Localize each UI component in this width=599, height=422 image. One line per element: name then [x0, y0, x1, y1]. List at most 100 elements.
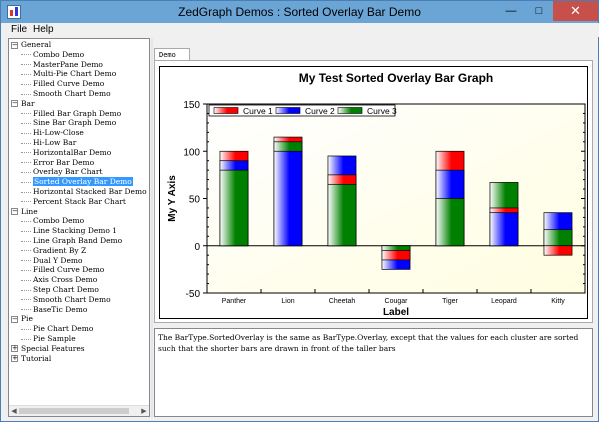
tree-label: Bar — [21, 98, 35, 108]
tree-label: Percent Stack Bar Chart — [33, 196, 126, 206]
tree-group[interactable]: − Pie — [11, 314, 33, 324]
bar — [543, 245, 573, 256]
tree-label: Error Bar Demo — [33, 157, 95, 167]
description-box[interactable]: The BarType.SortedOverlay is the same as… — [154, 328, 593, 417]
legend-swatch — [337, 107, 363, 114]
tree-label: Sorted Overlay Bar Demo — [33, 177, 133, 187]
tree-item[interactable]: Filled Bar Graph Demo — [21, 109, 121, 119]
tree-label: Filled Bar Graph Demo — [33, 108, 122, 118]
tree-connector — [21, 162, 31, 164]
collapse-icon[interactable]: − — [11, 207, 18, 216]
tree-label: Horizontal Stacked Bar Demo — [33, 187, 147, 196]
tree-item[interactable]: Overlay Bar Chart — [21, 167, 103, 177]
y-tick-label: -50 — [186, 289, 201, 300]
collapse-icon[interactable]: − — [11, 40, 18, 49]
tree-connector — [21, 171, 31, 173]
tree-connector — [21, 122, 31, 124]
tree-item[interactable]: Smooth Chart Demo — [21, 295, 111, 305]
tree-connector — [21, 260, 31, 262]
maximize-button[interactable]: □ — [535, 5, 543, 17]
tree-label: Sine Bar Graph Demo — [33, 118, 117, 128]
tree-label: Step Chart Demo — [33, 285, 99, 294]
legend-swatch — [275, 107, 301, 114]
tree-item[interactable]: Hi-Low Bar — [21, 138, 76, 148]
menu-help[interactable]: Help — [33, 24, 54, 35]
tree-item[interactable]: BaseTic Demo — [21, 305, 87, 315]
x-tick-label: Cheetah — [329, 298, 356, 305]
legend-swatch — [213, 107, 239, 114]
tree-group[interactable]: − General — [11, 40, 51, 50]
tree-item[interactable]: HorizontalBar Demo — [21, 148, 111, 158]
tree-connector — [21, 132, 31, 134]
y-axis-label: My Y Axis — [167, 175, 178, 222]
tree-item[interactable]: Sorted Overlay Bar Demo — [21, 177, 133, 187]
tree-item[interactable]: Axis Cross Demo — [21, 275, 97, 285]
tab-demo[interactable]: Demo — [154, 48, 190, 61]
tree-label: Gradient By Z — [33, 245, 87, 255]
demo-tree[interactable]: ◀ ▶ − General Combo Demo MasterPane Demo Mul… — [8, 38, 150, 417]
bar — [543, 229, 573, 247]
bar — [327, 183, 357, 247]
tree-connector — [21, 250, 31, 252]
tree-item[interactable]: Line Graph Band Demo — [21, 236, 122, 246]
minimize-button[interactable]: — — [505, 5, 517, 17]
tree-item[interactable]: Percent Stack Bar Chart — [21, 197, 126, 207]
tree-connector — [21, 142, 31, 144]
tree-group[interactable]: + Special Features — [11, 344, 85, 354]
y-tick-label: 0 — [194, 242, 200, 253]
tree-group[interactable]: − Bar — [11, 99, 35, 109]
tree-item[interactable]: Line Stacking Demo 1 — [21, 226, 117, 236]
collapse-icon[interactable]: − — [11, 99, 18, 108]
app-icon — [7, 5, 21, 19]
splitter[interactable] — [151, 38, 153, 417]
tree-item[interactable]: Pie Chart Demo — [21, 324, 93, 334]
tree-item[interactable]: Filled Curve Demo — [21, 79, 104, 89]
close-button[interactable]: ✕ — [553, 1, 598, 21]
tree-label: Multi-Pie Chart Demo — [33, 69, 117, 79]
tree-group[interactable]: − Line — [11, 207, 38, 217]
x-axis-label: Label — [383, 307, 409, 318]
bar — [219, 169, 249, 247]
tree-item[interactable]: Gradient By Z — [21, 246, 86, 256]
tree-item[interactable]: Dual Y Demo — [21, 256, 83, 266]
tree-item[interactable]: Sine Bar Graph Demo — [21, 118, 116, 128]
tree-item[interactable]: Error Bar Demo — [21, 158, 94, 168]
tree-item[interactable]: Pie Sample — [21, 334, 76, 344]
tree-label: Hi-Low-Close — [33, 128, 84, 138]
tree-item[interactable]: Combo Demo — [21, 216, 84, 226]
tree-connector — [21, 73, 31, 75]
expand-icon[interactable]: + — [11, 354, 18, 363]
tree-connector — [21, 181, 31, 183]
legend-label: Curve 1 — [243, 106, 273, 116]
tree-item[interactable]: Step Chart Demo — [21, 285, 99, 295]
tree-label: Line Graph Band Demo — [33, 236, 123, 245]
title-bar[interactable]: ZedGraph Demos : Sorted Overlay Bar Demo… — [1, 1, 598, 23]
tree-item[interactable]: Multi-Pie Chart Demo — [21, 69, 116, 79]
x-tick-label: Panther — [222, 298, 247, 305]
tree-label: Line — [21, 206, 38, 216]
tree-item[interactable]: Hi-Low-Close — [21, 128, 84, 138]
scroll-right-icon[interactable]: ▶ — [141, 407, 147, 415]
menu-file[interactable]: File — [11, 24, 28, 35]
collapse-icon[interactable]: − — [11, 314, 18, 323]
tree-connector — [21, 289, 31, 291]
tree-label: Filled Curve Demo — [33, 79, 105, 89]
expand-icon[interactable]: + — [11, 344, 18, 353]
tree-item[interactable]: Horizontal Stacked Bar Demo — [21, 187, 147, 197]
tree-label: Axis Cross Demo — [33, 275, 98, 285]
tree-item[interactable]: Filled Curve Demo — [21, 265, 104, 275]
tree-item[interactable]: MasterPane Demo — [21, 60, 103, 70]
tree-connector — [21, 152, 31, 154]
tree-connector — [21, 328, 31, 330]
tree-item[interactable]: Combo Demo — [21, 50, 84, 60]
tree-connector — [21, 240, 31, 242]
tree-label: Overlay Bar Chart — [33, 167, 103, 177]
tree-connector — [21, 113, 31, 115]
tree-horizontal-scrollbar[interactable]: ◀ ▶ — [9, 405, 149, 416]
tree-label: Combo Demo — [33, 216, 85, 226]
tree-item[interactable]: Smooth Chart Demo — [21, 89, 111, 99]
scrollbar-thumb[interactable] — [19, 408, 129, 414]
scroll-left-icon[interactable]: ◀ — [11, 407, 17, 415]
tree-group[interactable]: + Tutorial — [11, 354, 51, 364]
